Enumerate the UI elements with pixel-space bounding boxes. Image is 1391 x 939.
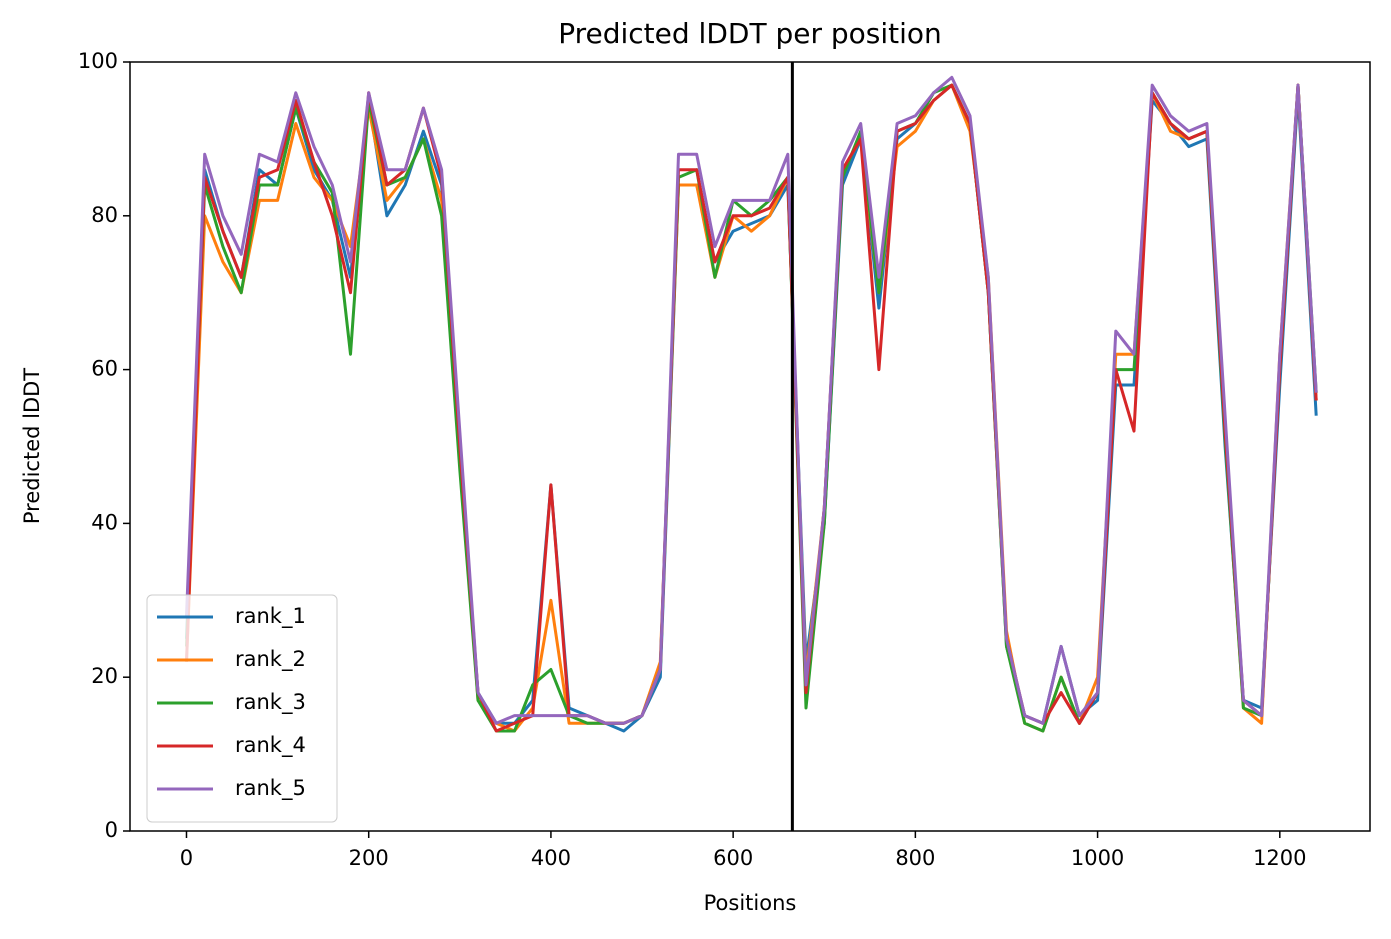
y-tick-label: 100 <box>78 49 118 73</box>
x-tick-label: 0 <box>180 846 193 870</box>
series-line <box>185 83 1318 733</box>
plot-frame <box>129 61 1371 832</box>
legend-label: rank_1 <box>235 604 306 629</box>
legend-label: rank_4 <box>235 733 306 758</box>
x-tick-label: 1200 <box>1253 846 1306 870</box>
legend-box <box>146 594 338 823</box>
y-tick-label: 80 <box>91 203 118 227</box>
x-tick-label: 1000 <box>1071 846 1124 870</box>
chart-title: Predicted lDDT per position <box>558 17 942 50</box>
y-tick-label: 0 <box>105 818 118 842</box>
legend-label: rank_5 <box>235 776 306 801</box>
y-tick-label: 40 <box>91 510 118 534</box>
x-axis-label: Positions <box>704 891 797 915</box>
legend-label: rank_3 <box>235 690 306 715</box>
legend-label: rank_2 <box>235 647 306 672</box>
series-line <box>185 75 1318 725</box>
x-tick-label: 800 <box>895 846 935 870</box>
x-tick-label: 200 <box>349 846 389 870</box>
x-tick-label: 600 <box>713 846 753 870</box>
y-tick-label: 20 <box>91 664 118 688</box>
x-tick-label: 400 <box>531 846 571 870</box>
y-axis-label: Predicted lDDT <box>20 368 44 524</box>
y-tick-label: 60 <box>91 357 118 381</box>
